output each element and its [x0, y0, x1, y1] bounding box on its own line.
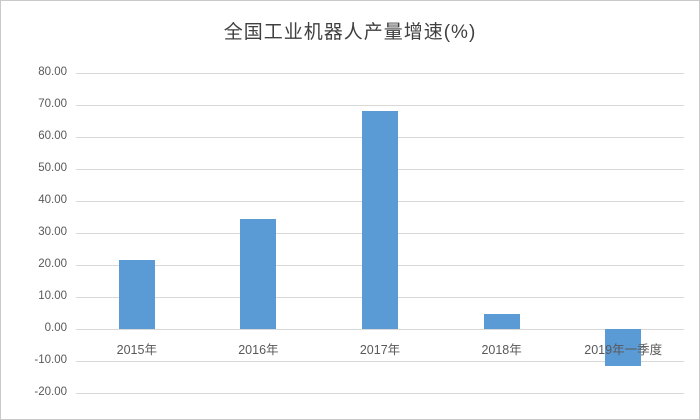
y-axis-tick-label: 60.00: [38, 130, 67, 142]
gridline: [76, 329, 684, 330]
bar-2016年: [240, 219, 277, 329]
x-axis-category-label: 2018年: [481, 343, 522, 357]
y-axis-tick-label: -10.00: [34, 354, 67, 366]
bar-2018年: [483, 314, 520, 329]
y-axis-tick-label: 40.00: [38, 194, 67, 206]
bar-2015年: [118, 259, 155, 329]
x-axis-category-label: 2017年: [359, 343, 401, 357]
y-axis-tick-label: 80.00: [38, 66, 67, 78]
gridline: [76, 105, 684, 106]
plot-area: [76, 73, 684, 394]
gridline: [76, 73, 684, 74]
x-axis-category-label: 2015年: [116, 343, 157, 357]
bar-2019年一季度: [605, 329, 642, 367]
gridline: [76, 393, 684, 394]
y-axis-tick-label: 10.00: [38, 290, 67, 302]
gridline: [76, 361, 684, 362]
x-axis-category-label: 2019年一季度: [584, 343, 663, 357]
y-axis-tick-label: 0.00: [44, 322, 67, 334]
bar-2017年: [362, 111, 398, 329]
x-axis-category-label: 2016年: [238, 343, 279, 357]
y-axis-tick-label: 20.00: [38, 258, 67, 270]
y-axis-tick-label: 70.00: [38, 98, 67, 110]
y-axis-tick-label: 30.00: [38, 226, 67, 238]
chart-title: 全国工业机器人产量增速(%): [223, 22, 477, 43]
y-axis-tick-label: 50.00: [38, 162, 67, 174]
y-axis-tick-label: -20.00: [34, 386, 67, 398]
